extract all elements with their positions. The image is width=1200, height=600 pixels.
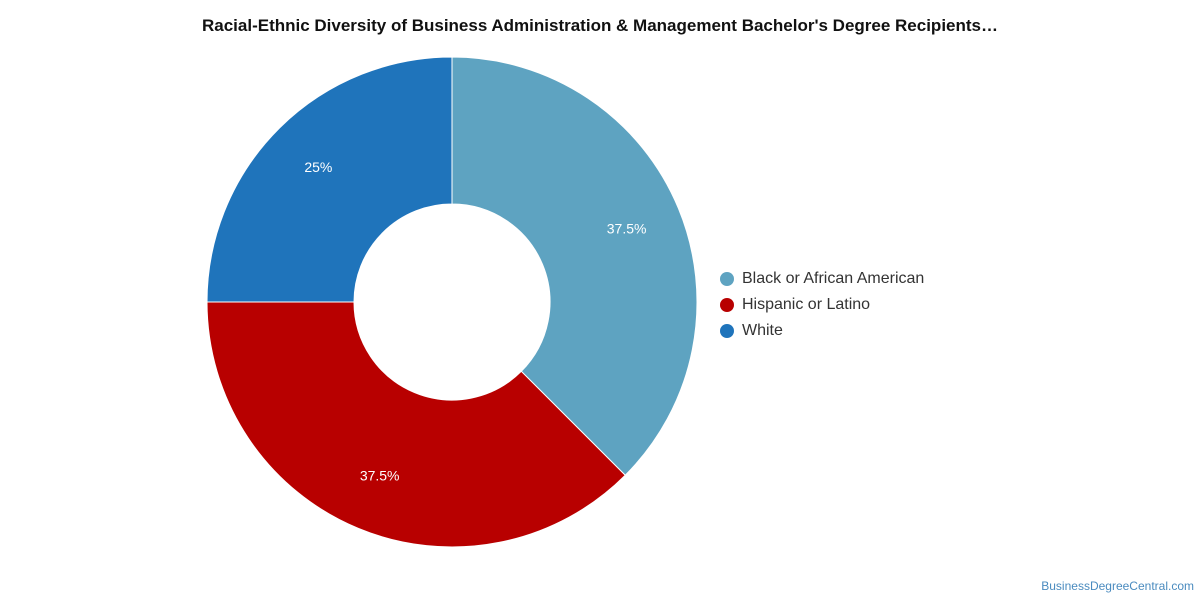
donut-slice-0[interactable] — [451, 56, 698, 476]
slice-data-label: 37.5% — [360, 467, 400, 483]
source-credit[interactable]: BusinessDegreeCentral.com — [1041, 579, 1194, 593]
legend-item[interactable]: Black or African American — [720, 266, 924, 292]
slice-data-label: 25% — [304, 159, 332, 175]
slice-data-label: 37.5% — [607, 220, 647, 236]
donut-slice-1[interactable] — [206, 301, 626, 548]
legend-label: Black or African American — [742, 270, 925, 287]
legend: Black or African American Hispanic or Lat… — [720, 266, 924, 344]
legend-label: White — [742, 322, 783, 339]
legend-swatch — [720, 298, 734, 312]
donut-slice-2[interactable] — [206, 56, 453, 303]
legend-label: Hispanic or Latino — [742, 296, 871, 313]
legend-item[interactable]: Hispanic or Latino — [720, 292, 924, 318]
legend-item[interactable]: White — [720, 318, 924, 344]
legend-swatch — [720, 324, 734, 338]
legend-swatch — [720, 272, 734, 286]
chart-title: Racial-Ethnic Diversity of Business Admi… — [201, 16, 998, 35]
